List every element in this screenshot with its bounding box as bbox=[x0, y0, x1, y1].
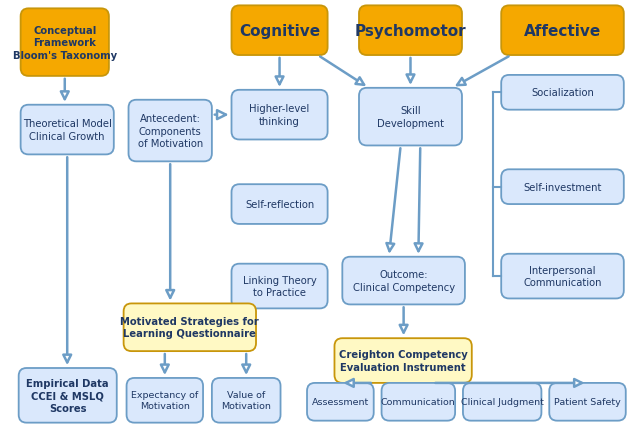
FancyBboxPatch shape bbox=[18, 368, 117, 423]
Text: Psychomotor: Psychomotor bbox=[355, 24, 466, 39]
FancyBboxPatch shape bbox=[359, 6, 462, 56]
FancyBboxPatch shape bbox=[342, 257, 465, 305]
FancyBboxPatch shape bbox=[382, 383, 455, 421]
FancyBboxPatch shape bbox=[501, 6, 624, 56]
Text: Cognitive: Cognitive bbox=[239, 24, 320, 39]
FancyBboxPatch shape bbox=[307, 383, 374, 421]
FancyBboxPatch shape bbox=[232, 185, 328, 224]
Text: Self-reflection: Self-reflection bbox=[245, 200, 314, 209]
FancyBboxPatch shape bbox=[359, 89, 462, 146]
FancyBboxPatch shape bbox=[126, 378, 203, 423]
Text: Patient Safety: Patient Safety bbox=[554, 397, 621, 406]
FancyBboxPatch shape bbox=[501, 254, 624, 299]
Text: Higher-level
thinking: Higher-level thinking bbox=[250, 104, 310, 126]
Text: Clinical Judgment: Clinical Judgment bbox=[461, 397, 544, 406]
Text: Assessment: Assessment bbox=[312, 397, 369, 406]
Text: Theoretical Model
Clinical Growth: Theoretical Model Clinical Growth bbox=[23, 119, 112, 141]
FancyBboxPatch shape bbox=[128, 101, 212, 162]
FancyBboxPatch shape bbox=[549, 383, 625, 421]
FancyBboxPatch shape bbox=[232, 264, 328, 309]
FancyBboxPatch shape bbox=[232, 91, 328, 140]
FancyBboxPatch shape bbox=[212, 378, 281, 423]
Text: Self-investment: Self-investment bbox=[523, 182, 602, 192]
Text: Motivated Strategies for
Learning Questionnaire: Motivated Strategies for Learning Questi… bbox=[121, 316, 259, 339]
Text: Communication: Communication bbox=[381, 397, 456, 406]
Text: Empirical Data
CCEI & MSLQ
Scores: Empirical Data CCEI & MSLQ Scores bbox=[27, 378, 109, 413]
Text: Linking Theory
to Practice: Linking Theory to Practice bbox=[243, 275, 316, 298]
Text: Outcome:
Clinical Competency: Outcome: Clinical Competency bbox=[352, 270, 455, 292]
Text: Interpersonal
Communication: Interpersonal Communication bbox=[523, 265, 602, 288]
FancyBboxPatch shape bbox=[20, 105, 114, 155]
FancyBboxPatch shape bbox=[501, 170, 624, 205]
Text: Creighton Competency
Evaluation Instrument: Creighton Competency Evaluation Instrume… bbox=[338, 350, 467, 372]
Text: Skill
Development: Skill Development bbox=[377, 106, 444, 129]
FancyBboxPatch shape bbox=[335, 338, 472, 383]
Text: Socialization: Socialization bbox=[531, 88, 594, 98]
Text: Antecedent:
Components
of Motivation: Antecedent: Components of Motivation bbox=[138, 114, 203, 149]
Text: Expectancy of
Motivation: Expectancy of Motivation bbox=[131, 390, 198, 410]
Text: Conceptual
Framework
Bloom's Taxonomy: Conceptual Framework Bloom's Taxonomy bbox=[13, 26, 117, 60]
FancyBboxPatch shape bbox=[232, 6, 328, 56]
FancyBboxPatch shape bbox=[20, 9, 109, 77]
Text: Affective: Affective bbox=[524, 24, 601, 39]
FancyBboxPatch shape bbox=[124, 304, 256, 351]
FancyBboxPatch shape bbox=[501, 76, 624, 111]
Text: Value of
Motivation: Value of Motivation bbox=[221, 390, 271, 410]
FancyBboxPatch shape bbox=[463, 383, 542, 421]
